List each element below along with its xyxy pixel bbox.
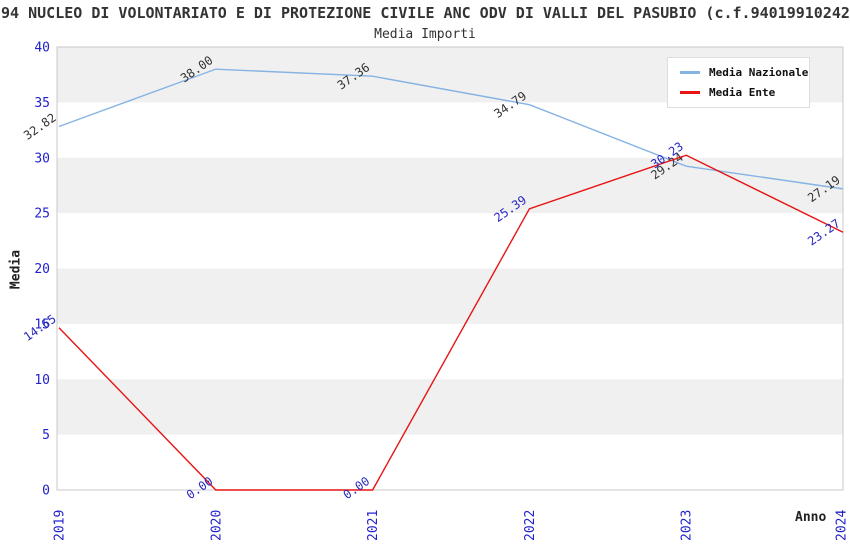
grid-bands xyxy=(57,47,843,435)
svg-text:10: 10 xyxy=(34,373,50,388)
svg-text:32.82: 32.82 xyxy=(21,111,59,143)
legend-item-media-nazionale: Media Nazionale xyxy=(680,66,808,79)
series-line-media-nazionale xyxy=(58,68,844,190)
svg-text:0: 0 xyxy=(42,484,50,499)
svg-text:35: 35 xyxy=(34,96,50,111)
x-axis-title: Anno xyxy=(795,510,827,525)
legend-item-media-ente: Media Ente xyxy=(680,86,799,99)
svg-text:40: 40 xyxy=(34,41,50,56)
legend-label-media-ente: Media Ente xyxy=(709,86,776,99)
y-axis-title: Media xyxy=(8,249,24,290)
x-tick-labels: 2019 2020 2021 2022 2023 2024 xyxy=(53,510,850,541)
svg-text:15: 15 xyxy=(34,317,50,332)
svg-text:2023: 2023 xyxy=(680,510,695,541)
chart-subtitle: Media Importi xyxy=(374,27,476,42)
svg-text:2022: 2022 xyxy=(523,510,538,541)
media-ente-line-swatch xyxy=(680,91,700,94)
svg-text:0.00: 0.00 xyxy=(184,474,216,502)
svg-text:2021: 2021 xyxy=(366,510,381,541)
svg-text:5: 5 xyxy=(42,428,50,443)
legend-label-media-nazionale: Media Nazionale xyxy=(709,66,809,79)
media-nazionale-line-swatch xyxy=(680,71,700,74)
svg-text:2020: 2020 xyxy=(209,510,224,541)
svg-text:25: 25 xyxy=(34,207,50,222)
legend: Media Nazionale Media Ente xyxy=(667,57,810,108)
svg-text:0.00: 0.00 xyxy=(341,474,373,502)
svg-text:2019: 2019 xyxy=(53,510,68,541)
svg-text:23.27: 23.27 xyxy=(805,216,843,248)
series-line-media-ente xyxy=(58,154,844,491)
svg-text:2024: 2024 xyxy=(835,510,850,541)
plot-border xyxy=(56,46,844,491)
chart-title: 994 NUCLEO DI VOLONTARIATO E DI PROTEZIO… xyxy=(0,4,850,22)
y-tick-labels: 0 5 10 15 20 25 30 35 40 xyxy=(34,41,50,499)
svg-text:20: 20 xyxy=(34,262,50,277)
svg-text:30: 30 xyxy=(34,151,50,166)
